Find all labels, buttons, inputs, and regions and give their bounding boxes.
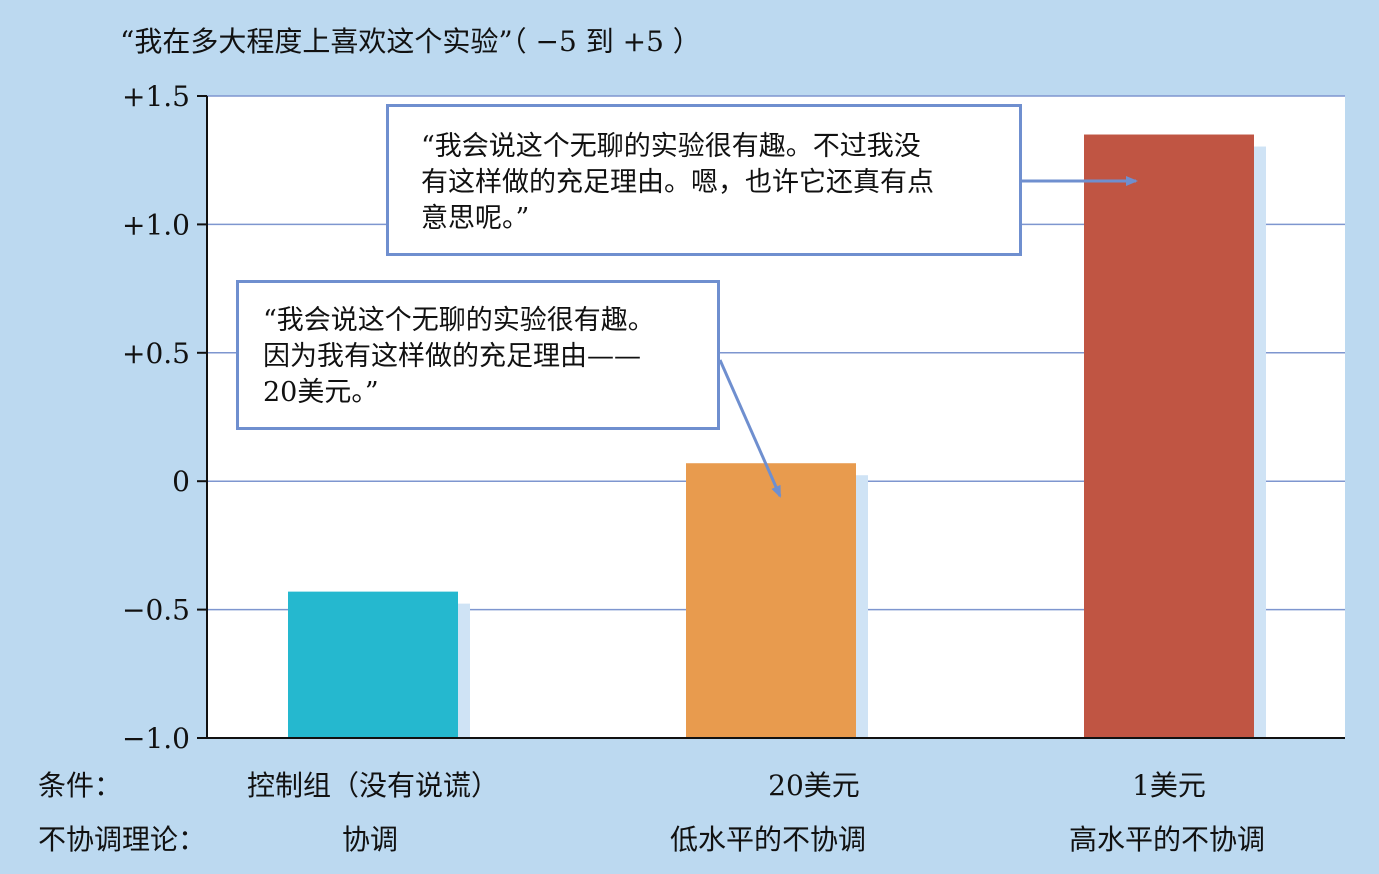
callout-1-dollar-line-1: “我会说这个无聊的实验很有趣。不过我没 (421, 131, 921, 162)
bar (686, 463, 856, 738)
dissonance-label-1-dollar: 高水平的不协调 (1068, 823, 1266, 856)
condition-label-20-dollars: 20美元 (768, 769, 860, 802)
y-tick-label: +0.5 (122, 337, 190, 370)
callout-20-dollars: “我会说这个无聊的实验很有趣。 因为我有这样做的充足理由—— 20美元。” (236, 280, 720, 430)
callout-20-dollars-line-1: “我会说这个无聊的实验很有趣。 (263, 305, 655, 336)
y-tick-label: +1.5 (122, 80, 190, 113)
y-tick-label: −0.5 (122, 594, 190, 627)
dissonance-row-label: 不协调理论： (38, 823, 207, 856)
condition-label-1-dollar: 1美元 (1132, 769, 1206, 802)
bar (1084, 134, 1254, 738)
y-tick-label: −1.0 (122, 722, 190, 755)
bar (288, 591, 458, 738)
callout-20-dollars-line-2: 因为我有这样做的充足理由—— (263, 341, 641, 372)
callout-arrow-20-dollars (718, 359, 782, 498)
callout-1-dollar-line-3: 意思呢。” (421, 203, 530, 234)
condition-label-control: 控制组（没有说谎） (246, 769, 500, 802)
condition-row-label: 条件： (38, 769, 123, 802)
callout-1-dollar-line-2: 有这样做的充足理由。嗯，也许它还真有点 (421, 167, 934, 198)
dissonance-label-control: 协调 (341, 823, 399, 856)
y-tick-label: +1.0 (122, 208, 190, 241)
callout-1-dollar: “我会说这个无聊的实验很有趣。不过我没 有这样做的充足理由。嗯，也许它还真有点 … (386, 104, 1022, 256)
callout-20-dollars-line-3: 20美元。” (263, 377, 379, 408)
y-axis-title: “我在多大程度上喜欢这个实验”（ −5 到 +5 ） (120, 25, 701, 58)
dissonance-label-20-dollars: 低水平的不协调 (669, 823, 867, 856)
y-tick-label: 0 (172, 465, 190, 498)
